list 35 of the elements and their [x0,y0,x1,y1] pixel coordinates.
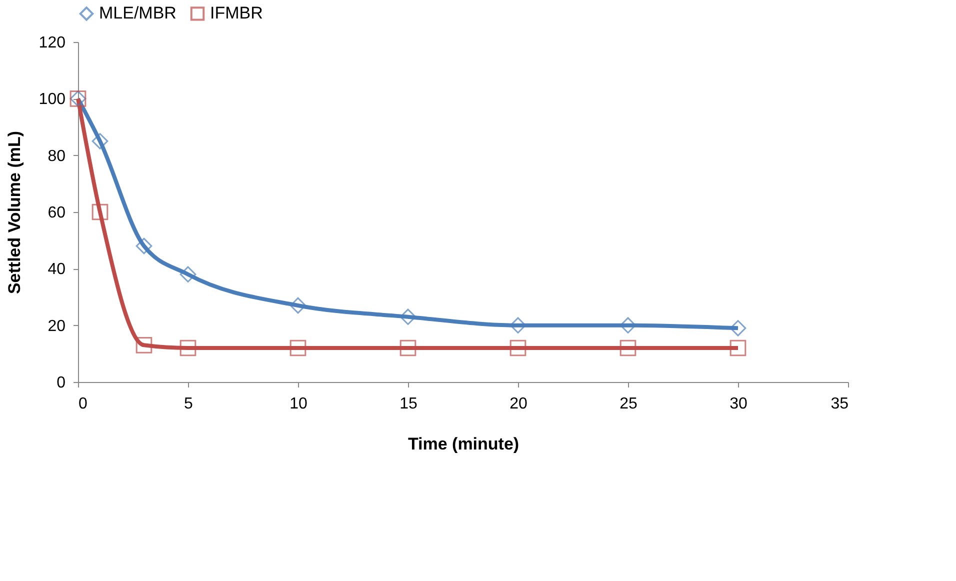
x-tick-label: 10 [290,396,308,412]
point [180,266,196,282]
y-tick-label: 80 [48,148,66,165]
legend-label: MLE/MBR [99,4,176,23]
point [136,337,152,354]
y-tick-label: 0 [56,374,66,392]
legend-label: IFMBR [210,4,263,23]
y-tick-label: 120 [38,34,66,52]
y-axis-title: Settled Volume (mL) [4,130,24,294]
point [510,340,526,356]
x-tick-label: 15 [400,396,418,412]
x-axis-title: Time (minute) [408,434,520,454]
y-tick-label: 40 [48,261,66,278]
x-tick-label: 35 [830,396,849,412]
point [730,340,746,356]
point [136,238,152,254]
point [730,320,746,336]
point [290,340,306,356]
point [620,340,636,356]
y-tick-label: 60 [48,204,66,222]
point [92,204,108,220]
x-tick-label: 5 [184,396,194,412]
point [510,317,526,334]
x-tick-label: 20 [510,396,528,412]
x-tick-label: 0 [78,396,88,412]
x-tick-label: 30 [730,396,748,412]
point [180,340,196,356]
y-tick-label: 20 [48,318,66,335]
point [400,308,416,325]
point [92,133,108,150]
point [400,340,416,356]
point [290,297,306,314]
point [620,317,636,334]
x-tick-label: 25 [620,396,638,412]
y-tick-label: 100 [38,91,66,108]
